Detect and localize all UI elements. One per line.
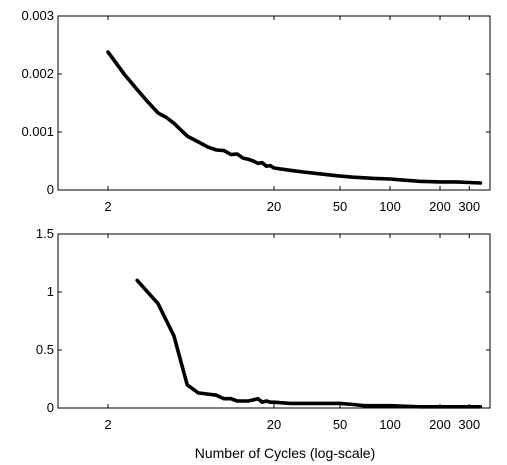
top-x-tick-label: 20 — [267, 199, 281, 214]
bottom-y-tick-label: 0.5 — [36, 342, 54, 357]
top-x-tick-label: 100 — [379, 199, 401, 214]
bottom-x-tick-label: 200 — [429, 417, 451, 432]
top-y-tick-label: 0 — [47, 182, 54, 197]
top-series-line — [106, 50, 483, 185]
bottom-series-line — [135, 278, 483, 409]
top-chart-panel: 0 0.001 0.002 0.003 2 20 50 100 200 300 — [21, 8, 491, 214]
bottom-y-tick-label: 0 — [47, 400, 54, 415]
bottom-x-tick-label: 2 — [104, 417, 111, 432]
top-x-tick-label: 200 — [429, 199, 451, 214]
x-axis-label: Number of Cycles (log-scale) — [195, 445, 376, 461]
bottom-y-tick-label: 1 — [47, 284, 54, 299]
top-x-tick-label: 50 — [333, 199, 347, 214]
bottom-x-tick-label: 300 — [458, 417, 480, 432]
top-x-tick-label: 300 — [458, 199, 480, 214]
bottom-x-tick-label: 100 — [379, 417, 401, 432]
top-x-tick-label: 2 — [104, 199, 111, 214]
bottom-x-tick-label: 50 — [333, 417, 347, 432]
bottom-y-tick-label: 1.5 — [36, 226, 54, 241]
bottom-x-tick-label: 20 — [267, 417, 281, 432]
bottom-plot-frame — [57, 233, 491, 409]
bottom-chart-panel: 0 0.5 1 1.5 2 20 50 100 200 300 — [36, 226, 491, 432]
top-y-tick-label: 0.003 — [21, 8, 54, 23]
top-y-tick-label: 0.002 — [21, 66, 54, 81]
top-plot-frame — [57, 15, 491, 191]
top-y-tick-label: 0.001 — [21, 124, 54, 139]
